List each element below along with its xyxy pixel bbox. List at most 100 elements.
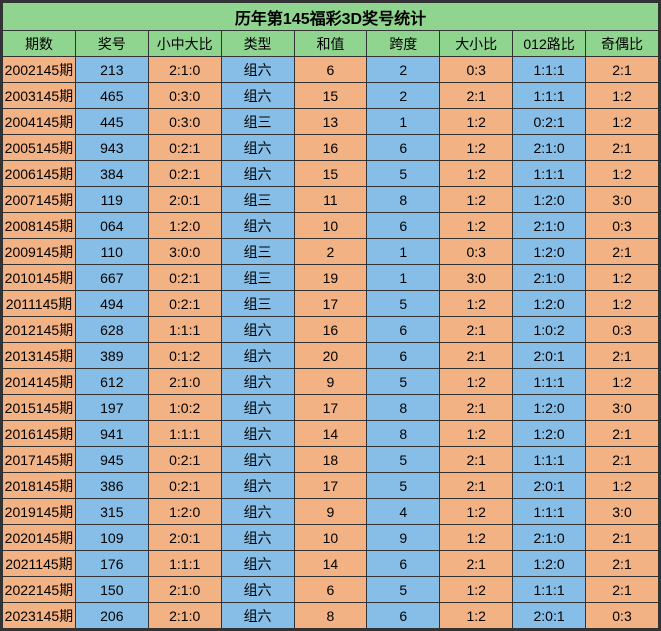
header-type: 类型 [221,31,294,57]
cell-oddeven: 0:3 [586,213,659,239]
cell-oddeven: 2:1 [586,135,659,161]
table-row: 2013145期3890:1:2组六2062:12:0:12:1 [3,343,659,369]
cell-span: 6 [367,343,440,369]
cell-smb: 1:1:1 [148,421,221,447]
cell-oddeven: 1:2 [586,265,659,291]
cell-bigsmall: 2:1 [440,83,513,109]
cell-type: 组三 [221,187,294,213]
cell-span: 8 [367,187,440,213]
cell-bigsmall: 1:2 [440,577,513,603]
cell-smb: 1:2:0 [148,213,221,239]
cell-bigsmall: 0:3 [440,239,513,265]
cell-oddeven: 1:2 [586,109,659,135]
table-row: 2016145期9411:1:1组六1481:21:2:02:1 [3,421,659,447]
cell-smb: 2:0:1 [148,187,221,213]
cell-bigsmall: 2:1 [440,551,513,577]
cell-route012: 0:2:1 [513,109,586,135]
cell-bigsmall: 1:2 [440,369,513,395]
cell-bigsmall: 1:2 [440,525,513,551]
cell-smb: 2:0:1 [148,525,221,551]
lottery-stats-table: 历年第145福彩3D奖号统计 期数奖号小中大比类型和值跨度大小比012路比奇偶比… [2,2,659,629]
cell-bigsmall: 1:2 [440,421,513,447]
cell-smb: 0:3:0 [148,109,221,135]
cell-route012: 1:1:1 [513,57,586,83]
cell-period: 2004145期 [3,109,76,135]
cell-type: 组六 [221,395,294,421]
cell-route012: 1:1:1 [513,161,586,187]
table-row: 2020145期1092:0:1组六1091:22:1:02:1 [3,525,659,551]
cell-period: 2014145期 [3,369,76,395]
cell-sum: 10 [294,213,367,239]
cell-type: 组六 [221,369,294,395]
cell-type: 组三 [221,265,294,291]
cell-period: 2013145期 [3,343,76,369]
cell-type: 组六 [221,161,294,187]
cell-bigsmall: 1:2 [440,109,513,135]
cell-sum: 6 [294,57,367,83]
cell-period: 2008145期 [3,213,76,239]
table-row: 2003145期4650:3:0组六1522:11:1:11:2 [3,83,659,109]
cell-oddeven: 2:1 [586,447,659,473]
cell-span: 1 [367,265,440,291]
cell-number: 109 [75,525,148,551]
cell-sum: 14 [294,551,367,577]
table-row: 2005145期9430:2:1组六1661:22:1:02:1 [3,135,659,161]
cell-span: 8 [367,395,440,421]
cell-span: 5 [367,161,440,187]
cell-number: 667 [75,265,148,291]
cell-bigsmall: 1:2 [440,291,513,317]
table-row: 2004145期4450:3:0组三1311:20:2:11:2 [3,109,659,135]
cell-route012: 1:2:0 [513,551,586,577]
cell-bigsmall: 1:2 [440,213,513,239]
cell-number: 119 [75,187,148,213]
cell-smb: 3:0:0 [148,239,221,265]
cell-span: 8 [367,421,440,447]
cell-smb: 0:3:0 [148,83,221,109]
table-row: 2017145期9450:2:1组六1852:11:1:12:1 [3,447,659,473]
cell-type: 组六 [221,525,294,551]
cell-bigsmall: 1:2 [440,135,513,161]
cell-number: 494 [75,291,148,317]
cell-smb: 0:2:1 [148,161,221,187]
header-oddeven: 奇偶比 [586,31,659,57]
cell-smb: 0:2:1 [148,291,221,317]
cell-type: 组六 [221,83,294,109]
cell-period: 2002145期 [3,57,76,83]
cell-route012: 1:1:1 [513,577,586,603]
cell-type: 组六 [221,135,294,161]
cell-route012: 1:1:1 [513,499,586,525]
cell-number: 384 [75,161,148,187]
cell-period: 2003145期 [3,83,76,109]
cell-period: 2018145期 [3,473,76,499]
cell-sum: 6 [294,577,367,603]
cell-period: 2015145期 [3,395,76,421]
header-sum: 和值 [294,31,367,57]
cell-span: 2 [367,57,440,83]
cell-route012: 1:2:0 [513,421,586,447]
cell-route012: 1:2:0 [513,239,586,265]
cell-number: 176 [75,551,148,577]
cell-sum: 2 [294,239,367,265]
header-row: 期数奖号小中大比类型和值跨度大小比012路比奇偶比 [3,31,659,57]
cell-route012: 1:1:1 [513,447,586,473]
cell-oddeven: 2:1 [586,551,659,577]
cell-number: 213 [75,57,148,83]
cell-type: 组六 [221,447,294,473]
cell-oddeven: 2:1 [586,421,659,447]
cell-smb: 2:1:0 [148,603,221,629]
cell-period: 2017145期 [3,447,76,473]
cell-period: 2021145期 [3,551,76,577]
cell-number: 206 [75,603,148,629]
cell-route012: 1:2:0 [513,395,586,421]
cell-span: 1 [367,239,440,265]
cell-number: 465 [75,83,148,109]
cell-route012: 1:2:0 [513,291,586,317]
cell-span: 6 [367,213,440,239]
table-title: 历年第145福彩3D奖号统计 [3,3,659,31]
cell-type: 组六 [221,603,294,629]
cell-number: 150 [75,577,148,603]
cell-smb: 0:2:1 [148,473,221,499]
cell-sum: 17 [294,395,367,421]
cell-smb: 2:1:0 [148,57,221,83]
cell-bigsmall: 1:2 [440,187,513,213]
